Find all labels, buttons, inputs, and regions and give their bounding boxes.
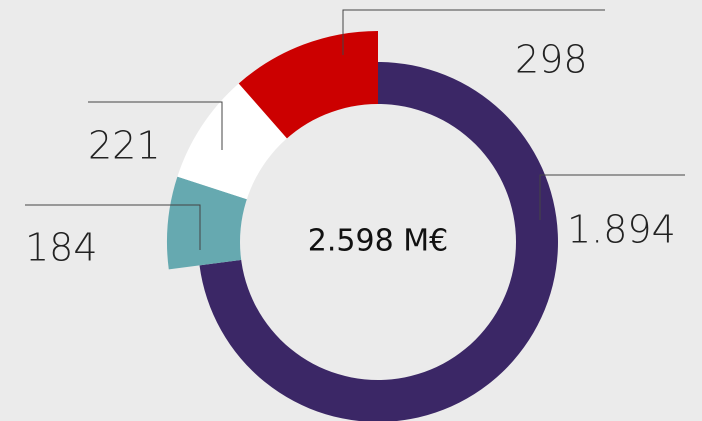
- leader-line: [539, 174, 685, 220]
- leader-line: [342, 9, 605, 55]
- leader-line: [25, 204, 201, 250]
- leader-line: [88, 101, 223, 150]
- value-label: 184: [25, 226, 98, 270]
- center-label: 2.598 M€: [308, 224, 448, 259]
- value-label: 1.894: [567, 208, 676, 252]
- value-label: 298: [515, 38, 588, 82]
- donut-segment: [167, 176, 264, 270]
- donut-hole: [240, 104, 516, 380]
- value-label: 221: [88, 124, 161, 168]
